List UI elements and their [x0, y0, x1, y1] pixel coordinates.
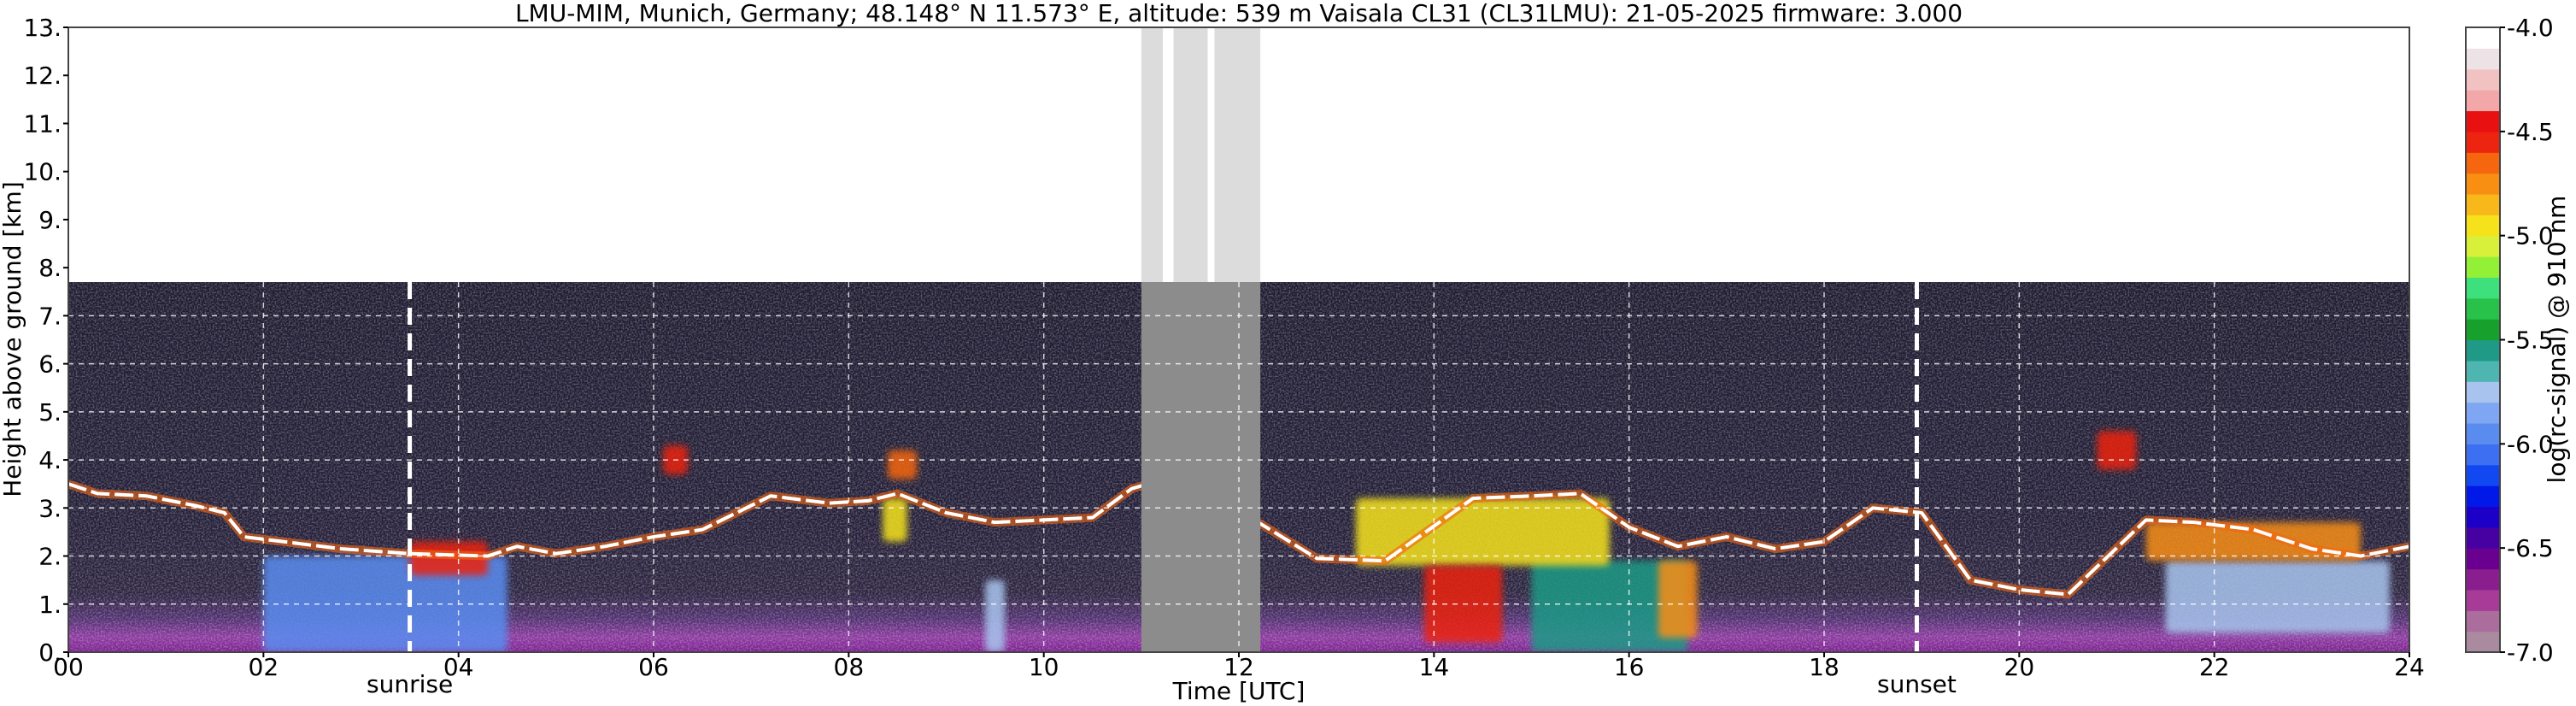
cloud-base-layer [68, 472, 2409, 597]
x-axis: 00 02 04 06 08 10 12 14 16 18 20 22 24 [53, 652, 2425, 681]
signal-feature [985, 580, 1005, 652]
missing-data-band [1141, 27, 1163, 283]
colorbar-cell [2466, 152, 2500, 174]
signal-feature [883, 498, 907, 542]
colorbar-cell [2466, 548, 2500, 570]
colorbar-cell [2466, 485, 2500, 508]
colorbar-cell [2466, 297, 2500, 320]
colorbar-cell [2466, 110, 2500, 132]
colorbar-cell [2466, 360, 2500, 382]
y-tick-label: 1. [38, 591, 62, 619]
y-tick-label: 0. [38, 638, 62, 667]
colorbar: -4.0 -4.5 -5.0 -5.5 -6.0 -6.5 -7.0 log(rc-sign… [2465, 14, 2571, 667]
colorbar-cell [2466, 339, 2500, 362]
x-tick-label: 08 [834, 653, 865, 681]
y-tick-label: 11. [23, 109, 62, 138]
x-tick-label: 10 [1029, 653, 1059, 681]
colorbar-cell [2466, 215, 2500, 237]
x-tick-label: 20 [2004, 653, 2035, 681]
colorbar-cell [2466, 444, 2500, 466]
event-lines [408, 282, 1919, 652]
x-tick-label: 14 [1419, 653, 1450, 681]
colorbar-ticks: -4.0 -4.5 -5.0 -5.5 -6.0 -6.5 -7.0 [2500, 14, 2554, 667]
colorbar-cell [2466, 464, 2500, 486]
signal-feature [2097, 431, 2137, 470]
colorbar-cell [2466, 527, 2500, 549]
x-axis-label: Time [UTC] [1172, 677, 1306, 705]
colorbar-cell [2466, 506, 2500, 528]
colorbar-tick-label: -5.0 [2507, 222, 2554, 250]
y-tick-label: 13. [23, 14, 62, 42]
signal-feature [1356, 498, 1610, 566]
sun-annotations: sunrise sunset [367, 670, 1957, 698]
y-axis: 0. 1. 2. 3. 4. 5. 6. 7. 8. 9. 10. 11. 12. 13. [23, 14, 68, 667]
signal-feature [1531, 561, 1688, 652]
colorbar-tick-label: -4.5 [2507, 118, 2554, 146]
y-tick-label: 8. [38, 254, 62, 282]
y-tick-label: 10. [23, 158, 62, 186]
colorbar-cell [2466, 631, 2500, 653]
colorbar-cell [2466, 90, 2500, 112]
grid [68, 282, 2409, 652]
y-axis-label: Height above ground [km] [0, 181, 26, 497]
colorbar-cell [2466, 277, 2500, 299]
colorbar-cell [2466, 173, 2500, 195]
colorbar-cell [2466, 48, 2500, 70]
colorbar-cell [2466, 131, 2500, 153]
colorbar-cell [2466, 402, 2500, 424]
y-tick-label: 9. [38, 206, 62, 234]
chart-title: LMU-MIM, Munich, Germany; 48.148° N 11.5… [515, 0, 1963, 27]
colorbar-tick-label: -4.0 [2507, 14, 2554, 42]
sunset-label: sunset [1877, 670, 1957, 698]
colorbar-cell [2466, 193, 2500, 215]
colorbar-cell [2466, 319, 2500, 341]
x-tick-label: 00 [53, 653, 84, 681]
colorbar-tick-label: -6.5 [2507, 534, 2554, 562]
no-signal-band [1141, 282, 1261, 652]
colorbar-cell [2466, 568, 2500, 591]
colorbar-cell [2466, 422, 2500, 444]
signal-feature [263, 556, 508, 652]
x-tick-label: 18 [1809, 653, 1840, 681]
plot-area [68, 27, 2409, 652]
signal-feature [1658, 561, 1698, 638]
y-tick-label: 4. [38, 446, 62, 474]
missing-data-band [1214, 27, 1261, 283]
colorbar-cell [2466, 381, 2500, 403]
x-tick-label: 24 [2394, 653, 2425, 681]
x-tick-label: 04 [443, 653, 474, 681]
colorbar-label: log(rc-signal) @ 910 nm [2543, 196, 2571, 484]
colorbar-tick-label: -5.5 [2507, 327, 2554, 355]
x-tick-label: 02 [249, 653, 279, 681]
sunrise-label: sunrise [367, 670, 453, 698]
y-tick-label: 3. [38, 494, 62, 522]
x-tick-label: 06 [638, 653, 669, 681]
data-layer [68, 27, 2409, 652]
signal-feature [2165, 561, 2391, 633]
signal-feature [888, 450, 918, 479]
x-tick-label: 22 [2199, 653, 2230, 681]
colorbar-cell [2466, 610, 2500, 632]
colorbar-cell [2466, 256, 2500, 278]
y-tick-label: 7. [38, 302, 62, 330]
colorbar-cells [2466, 27, 2500, 653]
y-tick-label: 2. [38, 543, 62, 571]
y-tick-label: 6. [38, 350, 62, 379]
colorbar-cell [2466, 68, 2500, 91]
colorbar-cell [2466, 589, 2500, 611]
x-tick-label: 16 [1614, 653, 1645, 681]
y-tick-label: 12. [23, 62, 62, 90]
y-tick-label: 5. [38, 398, 62, 427]
colorbar-cell [2466, 27, 2500, 49]
colorbar-tick-label: -6.0 [2507, 430, 2554, 458]
colorbar-cell [2466, 235, 2500, 257]
colorbar-tick-label: -7.0 [2507, 638, 2554, 667]
x-tick-label: 12 [1223, 653, 1254, 681]
missing-data-band [1173, 27, 1208, 283]
